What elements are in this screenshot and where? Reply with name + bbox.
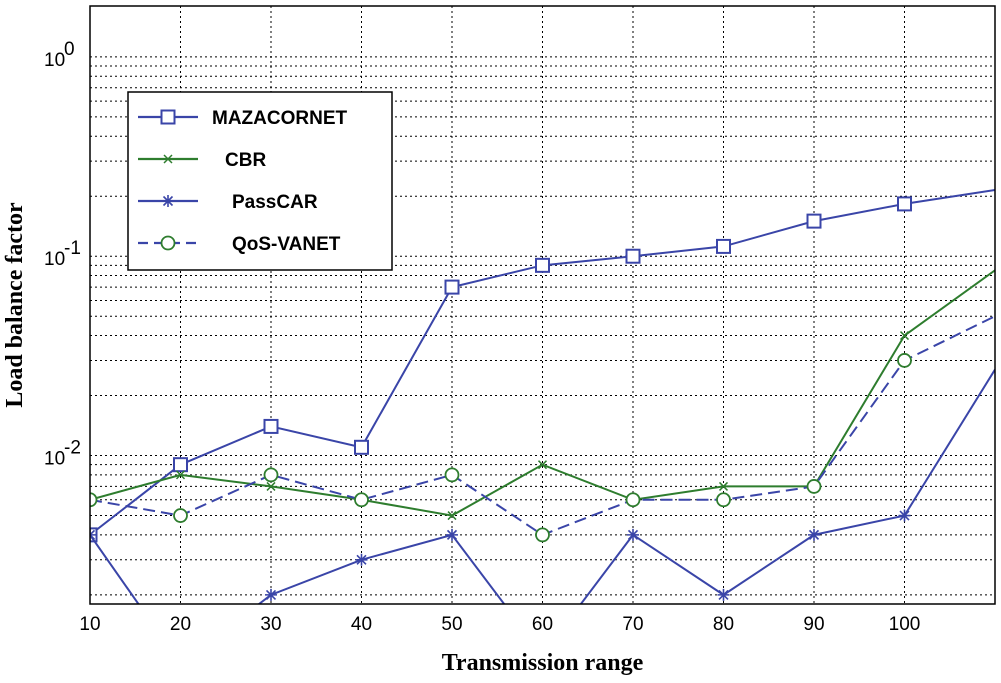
y-tick-label: 10 (44, 249, 65, 270)
data-point (718, 481, 729, 491)
legend-label: QoS-VANET (232, 234, 341, 255)
plot-frame (89, 5, 996, 605)
series-layer (90, 188, 995, 670)
data-point (263, 467, 279, 483)
data-point (899, 331, 910, 341)
data-point (266, 481, 276, 491)
x-axis-title: Transmission range (442, 650, 644, 676)
data-point (446, 528, 458, 541)
data-point (447, 511, 457, 521)
legend-label: PassCAR (232, 192, 318, 213)
data-point (444, 467, 460, 483)
series-cbr (90, 269, 995, 521)
x-tick-label: 40 (351, 614, 372, 635)
data-point (537, 460, 548, 470)
data-point (808, 528, 820, 541)
legend-label: CBR (225, 150, 266, 171)
data-point (173, 508, 188, 523)
x-tick-label: 30 (260, 614, 281, 635)
series-qos-vanet (90, 315, 995, 543)
y-tick-exponent: 0 (64, 39, 75, 60)
data-point (897, 196, 912, 212)
x-tick-label: 100 (889, 614, 921, 635)
data-point (627, 528, 639, 541)
y-tick-label: 10 (44, 449, 65, 470)
data-point (806, 213, 822, 229)
data-point (898, 509, 911, 522)
data-point (175, 658, 187, 670)
data-point (806, 479, 822, 494)
x-tick-label: 70 (622, 614, 643, 635)
data-point (90, 492, 98, 508)
y-axis-title: Load balance factor (2, 202, 28, 408)
data-point (444, 279, 460, 295)
data-point (173, 457, 188, 473)
data-point (355, 553, 368, 566)
data-point (625, 492, 641, 508)
data-point (354, 439, 369, 455)
data-point (263, 418, 279, 434)
data-point (716, 492, 731, 508)
y-tick-label: 10 (44, 50, 65, 71)
x-tick-label: 50 (441, 614, 462, 635)
data-point (535, 257, 550, 273)
x-tick-label: 10 (79, 614, 100, 635)
y-tick-exponent: -2 (64, 438, 81, 459)
series-passcar (90, 369, 995, 670)
x-tick-label: 20 (170, 614, 191, 635)
x-tick-label: 80 (713, 614, 734, 635)
data-point (175, 470, 186, 480)
legend-marker (163, 154, 173, 164)
legend-marker (160, 235, 176, 251)
data-point (535, 527, 550, 543)
data-point (897, 353, 912, 368)
data-point (265, 588, 277, 601)
data-point (717, 588, 730, 601)
data-point (354, 492, 369, 508)
legend-label: MAZACORNET (212, 108, 347, 129)
legend: MAZACORNET CBR PassCAR QoS-VANET (127, 91, 393, 271)
legend-marker (160, 109, 176, 125)
data-point (625, 248, 641, 264)
data-point (716, 238, 731, 254)
x-tick-label: 90 (803, 614, 824, 635)
legend-marker (162, 195, 174, 207)
x-tick-label: 60 (532, 614, 553, 635)
y-tick-exponent: -1 (64, 238, 81, 259)
series-line (90, 369, 995, 604)
